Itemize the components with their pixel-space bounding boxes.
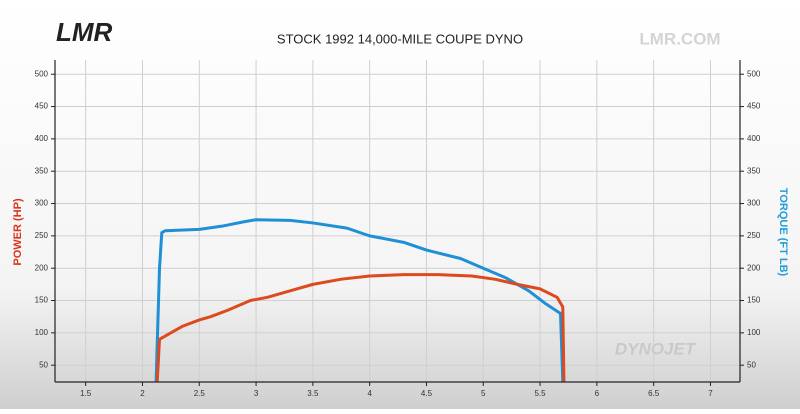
y2-tick-label: 50 [747, 360, 756, 369]
logo: LMR [56, 17, 113, 47]
y-tick-label: 300 [35, 199, 49, 208]
grid: 1.5 2 2.5 3 3.5 4 4.5 5 5.5 6 6.5 7 50 100 150 200 250 30… [35, 60, 761, 398]
y-tick-label: 150 [35, 296, 49, 305]
y-tick-label: 400 [35, 134, 49, 143]
x-tick-label: 6.5 [648, 389, 660, 398]
site-watermark: LMR.COM [639, 29, 720, 48]
plot [154, 218, 566, 382]
y2-tick-label: 450 [747, 102, 761, 111]
y-tick-label: 350 [35, 166, 49, 175]
y-tick-label: 250 [35, 231, 49, 240]
dynojet-watermark: DYNOJET [615, 339, 697, 358]
series-line [155, 273, 566, 382]
y2-tick-label: 100 [747, 328, 761, 337]
y2-tick-label: 150 [747, 296, 761, 305]
y-tick-label: 100 [35, 328, 49, 337]
y2-axis-label: TORQUE (FT LB) [777, 188, 789, 277]
y2-tick-label: 350 [747, 166, 761, 175]
y-tick-label: 200 [35, 263, 49, 272]
chart-title: STOCK 1992 14,000-MILE COUPE DYNO [277, 31, 523, 46]
x-tick-label: 6 [595, 389, 600, 398]
y-axis-label: POWER (HP) [12, 198, 24, 266]
x-tick-label: 7 [708, 389, 713, 398]
y-tick-label: 500 [35, 69, 49, 78]
x-tick-label: 4.5 [421, 389, 433, 398]
x-tick-label: 3 [254, 389, 259, 398]
y2-tick-label: 200 [747, 263, 761, 272]
y2-tick-label: 250 [747, 231, 761, 240]
x-tick-label: 1.5 [80, 389, 92, 398]
x-tick-label: 5 [481, 389, 486, 398]
x-tick-label: 4 [367, 389, 372, 398]
x-tick-label: 5.5 [535, 389, 547, 398]
y-tick-label: 450 [35, 102, 49, 111]
x-tick-label: 2 [140, 389, 145, 398]
y2-tick-label: 300 [747, 199, 761, 208]
y-tick-label: 50 [39, 360, 48, 369]
y2-tick-label: 400 [747, 134, 761, 143]
x-tick-label: 2.5 [194, 389, 206, 398]
x-tick-label: 3.5 [307, 389, 319, 398]
y2-tick-label: 500 [747, 69, 761, 78]
